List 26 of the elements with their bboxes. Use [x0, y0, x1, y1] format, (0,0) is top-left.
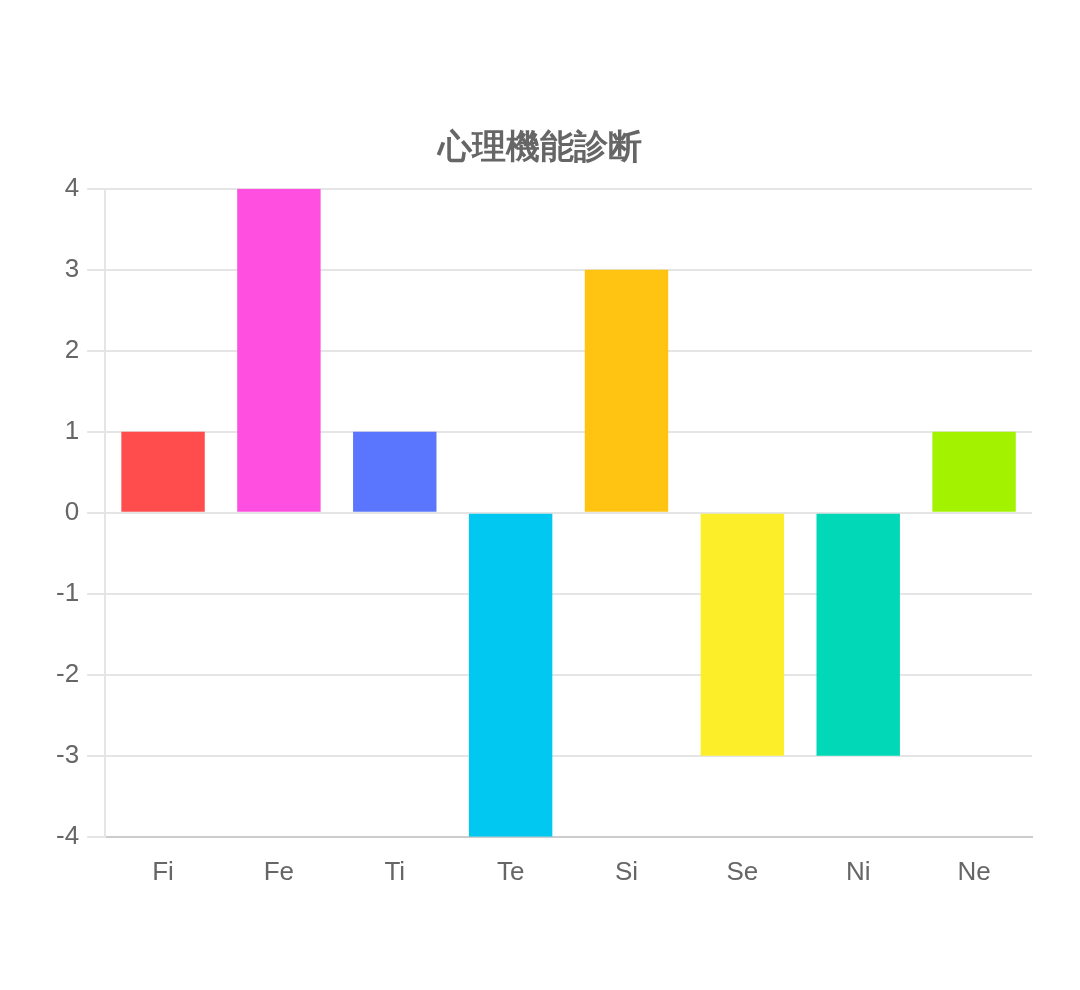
y-tick-label: -2: [55, 657, 80, 688]
bar: [121, 431, 205, 512]
y-tick-label: -3: [55, 738, 80, 769]
bar: [932, 431, 1016, 512]
x-tick-label: Ti: [384, 855, 406, 886]
bar: [237, 188, 321, 512]
y-tick-label: -1: [55, 576, 80, 607]
x-tick-label: Se: [726, 855, 759, 886]
y-tick-label: 1: [64, 414, 80, 445]
x-tick-label: Ne: [957, 855, 991, 886]
y-tick-label: 3: [64, 252, 80, 283]
x-tick-label: Te: [496, 855, 525, 886]
bar: [584, 269, 669, 512]
y-tick-label: 0: [64, 495, 80, 526]
bar: [353, 431, 437, 512]
x-tick-label: Fe: [263, 855, 295, 886]
bar: [468, 513, 553, 837]
x-tick-label: Ni: [845, 855, 871, 886]
x-tick-label: Si: [614, 855, 639, 886]
y-tick-label: -4: [55, 819, 80, 850]
chart-title: 心理機能診断: [436, 126, 642, 165]
x-tick-label: Fi: [152, 855, 174, 886]
bar: [816, 513, 900, 756]
bar: [700, 513, 785, 756]
y-tick-label: 4: [64, 171, 80, 202]
y-tick-label: 2: [64, 333, 80, 364]
